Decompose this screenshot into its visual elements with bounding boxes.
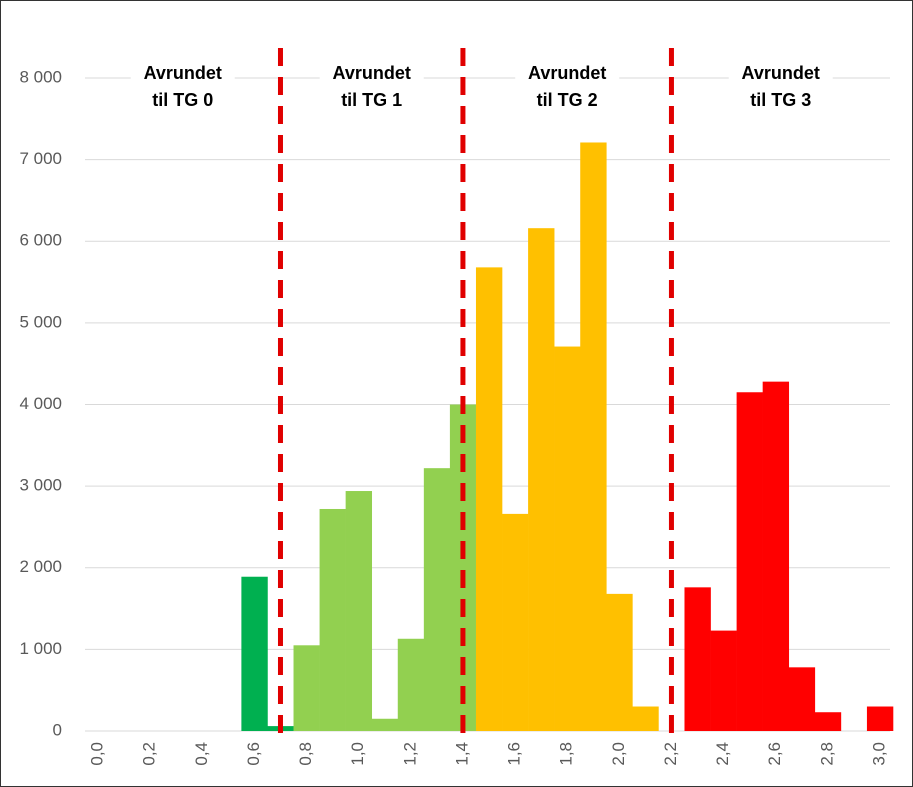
annotation: til TG 2	[537, 90, 598, 110]
x-tick-label: 2,6	[765, 742, 784, 766]
y-tick-label: 8 000	[19, 67, 62, 86]
bar	[345, 491, 373, 731]
y-tick-label: 1 000	[19, 639, 62, 658]
x-tick-label: 2,0	[609, 742, 628, 766]
bar	[866, 706, 894, 731]
bar	[293, 645, 320, 731]
x-tick-label: 1,0	[348, 742, 367, 766]
annotation-background	[130, 60, 235, 118]
bar	[319, 508, 346, 731]
bar	[788, 667, 816, 731]
annotation-background	[515, 60, 620, 118]
bar	[710, 630, 737, 731]
x-tick-label: 1,4	[452, 742, 471, 766]
annotation: Avrundet	[528, 63, 606, 83]
x-tick-label: 2,8	[817, 742, 836, 766]
bar	[554, 346, 581, 731]
bar	[606, 593, 633, 731]
x-tick-label: 1,6	[505, 742, 524, 766]
bar	[684, 587, 711, 731]
bar	[502, 513, 529, 731]
x-tick-label: 0,6	[244, 742, 263, 766]
bar	[528, 228, 555, 731]
annotation-background	[319, 60, 424, 118]
annotation: til TG 0	[152, 90, 213, 110]
x-tick-label: 0,4	[192, 742, 211, 766]
bar	[762, 381, 790, 731]
bar	[449, 404, 477, 731]
bar	[397, 638, 425, 731]
x-tick-label: 0,0	[88, 742, 107, 766]
y-tick-label: 5 000	[19, 312, 62, 331]
annotation: til TG 3	[750, 90, 811, 110]
y-tick-label: 0	[53, 720, 62, 739]
annotation: Avrundet	[333, 63, 411, 83]
bar	[736, 392, 763, 731]
annotation-background	[728, 60, 833, 118]
bar	[371, 718, 399, 731]
x-tick-label: 3,0	[869, 742, 888, 766]
annotation: til TG 1	[341, 90, 402, 110]
annotation: Avrundet	[742, 63, 820, 83]
x-tick-label: 2,2	[661, 742, 680, 766]
bar	[423, 468, 451, 731]
y-tick-label: 4 000	[19, 394, 62, 413]
bar	[580, 142, 607, 731]
bar	[241, 576, 268, 731]
y-tick-label: 2 000	[19, 557, 62, 576]
y-tick-label: 3 000	[19, 476, 62, 495]
annotation: Avrundet	[144, 63, 222, 83]
x-tick-label: 2,4	[713, 742, 732, 766]
x-tick-label: 1,2	[400, 742, 419, 766]
y-tick-label: 7 000	[19, 149, 62, 168]
bar	[475, 267, 503, 731]
x-tick-label: 0,8	[296, 742, 315, 766]
y-tick-label: 6 000	[19, 231, 62, 250]
x-tick-label: 0,2	[140, 742, 159, 766]
x-tick-label: 1,8	[557, 742, 576, 766]
bar	[632, 706, 659, 731]
bar	[814, 712, 842, 731]
